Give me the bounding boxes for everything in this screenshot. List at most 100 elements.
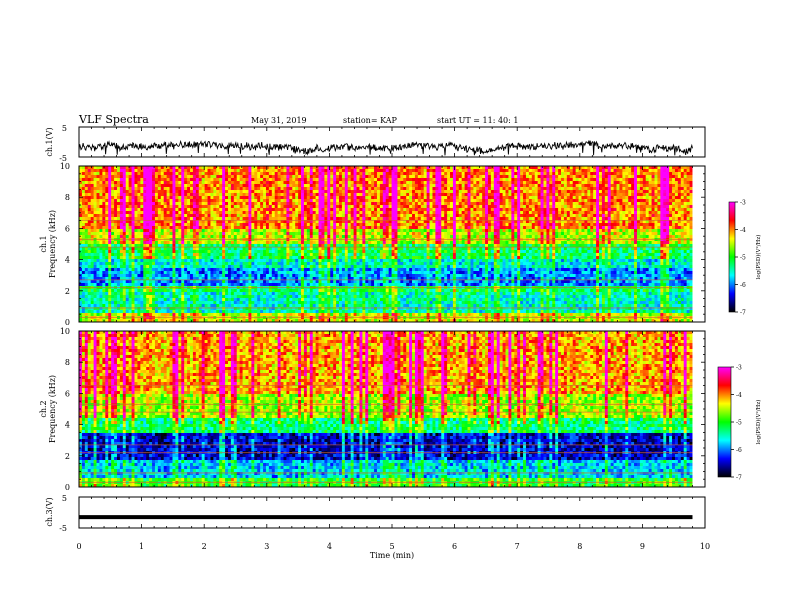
spectrogram-cell <box>461 175 466 179</box>
spectrogram-cell <box>324 205 328 209</box>
spectrogram-cell <box>260 202 264 206</box>
spectrogram-cell <box>254 190 258 194</box>
spectrogram-cell <box>181 223 185 227</box>
spectrogram-cell <box>195 202 200 206</box>
spectrogram-cell <box>184 166 188 170</box>
spectrogram-cell <box>601 178 606 182</box>
spectrogram-cell <box>584 208 588 212</box>
spectrogram-cell <box>233 193 238 197</box>
spectrogram-cell <box>543 184 547 188</box>
spectrogram-cell <box>508 184 512 188</box>
spectrogram-cell <box>450 202 454 206</box>
spectrogram-cell <box>289 169 293 173</box>
spectrogram-cell <box>222 187 226 191</box>
spectrogram-cell <box>502 220 506 224</box>
spectrogram-cell <box>280 175 284 179</box>
spectrogram-cell <box>470 229 474 233</box>
spectrogram-cell <box>298 184 302 188</box>
spectrogram-cell <box>587 181 591 185</box>
spectrogram-cell <box>374 202 378 206</box>
spectrogram-cell <box>563 187 568 191</box>
spectrogram-cell <box>149 193 153 197</box>
spectrogram-cell <box>455 220 460 224</box>
spectrogram-cell <box>514 175 518 179</box>
spectrogram-cell <box>303 199 308 203</box>
spectrogram-cell <box>356 169 360 173</box>
spectrogram-cell <box>81 226 86 230</box>
spectrogram-cell <box>601 196 606 200</box>
spectrogram-cell <box>339 226 343 230</box>
spectrogram-cell <box>175 235 179 239</box>
spectrogram-cell <box>435 166 439 170</box>
spectrogram-cell <box>192 202 197 206</box>
spectrogram-cell <box>683 196 688 200</box>
spectrogram-cell <box>154 208 159 212</box>
spectrogram-cell <box>636 166 641 170</box>
spectrogram-cell <box>642 166 647 170</box>
spectrogram-cell <box>625 202 629 206</box>
spectrogram-cell <box>520 211 524 215</box>
spectrogram-cell <box>169 223 173 227</box>
spectrogram-cell <box>303 187 308 191</box>
spectrogram-cell <box>198 202 203 206</box>
spectrogram-cell <box>344 229 349 233</box>
spectrogram-cell <box>599 199 603 203</box>
spectrogram-cell <box>563 214 568 218</box>
spectrogram-cell <box>93 184 97 188</box>
spectrogram-cell <box>184 205 188 209</box>
spectrogram-cell <box>312 178 317 182</box>
spectrogram-cell <box>137 220 141 224</box>
spectrogram-cell <box>204 235 208 239</box>
spectrogram-cell <box>347 187 352 191</box>
spectrogram-cell <box>149 172 153 176</box>
spectrogram-cell <box>306 172 311 176</box>
spectrogram-cell <box>125 223 130 227</box>
spectrogram-cell <box>137 214 141 218</box>
spectrogram-cell <box>111 211 115 215</box>
spectrogram-cell <box>87 169 92 173</box>
spectrogram-cell <box>318 208 322 212</box>
spectrogram-cell <box>178 199 182 203</box>
spectrogram-cell <box>558 175 562 179</box>
spectrogram-cell <box>447 175 451 179</box>
spectrogram-cell <box>137 193 141 197</box>
spectrogram-cell <box>420 229 425 233</box>
spectrogram-cell <box>487 205 492 209</box>
spectrogram-cell <box>517 181 521 185</box>
spectrogram-cell <box>152 190 156 194</box>
spectrogram-cell <box>625 208 629 212</box>
spectrogram-cell <box>233 199 238 203</box>
spectrogram-cell <box>327 211 331 215</box>
spectrogram-cell <box>131 193 135 197</box>
spectrogram-cell <box>680 232 685 236</box>
spectrogram-cell <box>286 214 290 218</box>
spectrogram-cell <box>376 187 381 191</box>
spectrogram-cell <box>555 175 559 179</box>
spectrogram-cell <box>403 202 407 206</box>
spectrogram-cell <box>257 193 261 197</box>
spectrogram-cell <box>154 217 159 221</box>
spectrogram-cell <box>654 208 658 212</box>
spectrogram-cell <box>680 175 685 179</box>
spectrogram-cell <box>423 223 428 227</box>
spectrogram-cell <box>192 229 197 233</box>
spectrogram-cell <box>216 190 220 194</box>
spectrogram-cell <box>546 178 550 182</box>
spectrogram-cell <box>154 202 159 206</box>
spectrogram-cell <box>301 187 305 191</box>
spectrogram-cell <box>216 181 220 185</box>
spectrogram-cell <box>242 199 246 203</box>
spectrogram-cell <box>412 199 416 203</box>
spectrogram-cell <box>631 232 635 236</box>
spectrogram-cell <box>116 232 121 236</box>
spectrogram-cell <box>333 208 337 212</box>
spectrogram-cell <box>610 187 614 191</box>
spectrogram-cell <box>441 208 445 212</box>
spectrogram-cell <box>636 211 641 215</box>
spectrogram-cell <box>271 214 276 218</box>
spectrogram-cell <box>607 223 612 227</box>
spectrogram-cell <box>447 205 451 209</box>
spectrogram-cell <box>417 172 422 176</box>
spectrogram-cell <box>403 175 407 179</box>
spectrogram-cell <box>452 205 457 209</box>
